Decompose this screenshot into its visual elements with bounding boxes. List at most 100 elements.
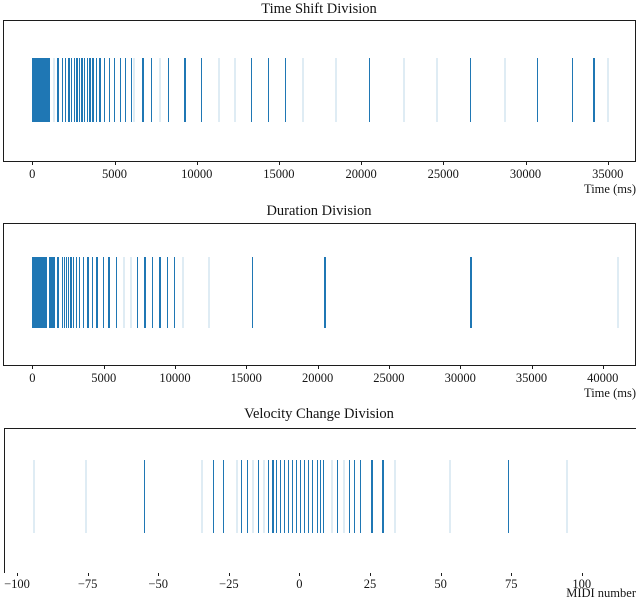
event-line bbox=[76, 58, 78, 122]
event-line bbox=[115, 257, 118, 328]
event-line bbox=[104, 58, 106, 122]
event-line bbox=[469, 58, 472, 122]
x-tick-label: −25 bbox=[219, 577, 239, 591]
event-line bbox=[369, 58, 371, 122]
event-line bbox=[360, 460, 362, 533]
event-line bbox=[65, 58, 67, 122]
x-tick-mark bbox=[440, 573, 442, 576]
x-tick-mark bbox=[103, 366, 105, 369]
event-line bbox=[78, 58, 80, 122]
event-line bbox=[89, 58, 91, 122]
event-line bbox=[114, 58, 116, 122]
event-line bbox=[287, 460, 290, 533]
event-line bbox=[142, 58, 144, 122]
x-tick-label: −50 bbox=[148, 577, 168, 591]
event-line bbox=[83, 58, 86, 122]
axis-spine-left bbox=[3, 223, 4, 366]
x-tick-label: 35000 bbox=[515, 371, 548, 385]
axis-spine-left bbox=[3, 20, 4, 162]
x-tick-mark bbox=[511, 573, 513, 576]
event-line bbox=[174, 257, 176, 328]
event-line bbox=[303, 460, 305, 533]
x-tick-mark bbox=[17, 573, 18, 576]
x-tick-label: 20000 bbox=[301, 371, 334, 385]
axis-spine-bottom bbox=[3, 365, 636, 366]
event-line bbox=[83, 257, 85, 328]
event-line bbox=[91, 257, 93, 328]
event-line bbox=[87, 257, 89, 328]
x-tick-label: 100 bbox=[572, 577, 592, 591]
axis-spine-right bbox=[635, 223, 636, 366]
event-lines-layer bbox=[4, 460, 636, 533]
event-line bbox=[167, 58, 169, 122]
x-tick-label: 0 bbox=[29, 371, 36, 385]
axis-spine-right bbox=[635, 20, 636, 162]
event-line bbox=[283, 460, 286, 533]
event-line bbox=[86, 58, 88, 122]
event-line bbox=[96, 257, 98, 328]
x-tick-label: −100 bbox=[4, 577, 30, 591]
event-band bbox=[57, 257, 60, 328]
x-tick-mark bbox=[32, 366, 34, 369]
event-line-faint bbox=[201, 460, 204, 533]
event-line-faint bbox=[235, 460, 238, 533]
axis-spine-top bbox=[4, 428, 636, 429]
x-tick-label: 75 bbox=[504, 577, 518, 591]
event-line bbox=[108, 58, 110, 122]
event-line bbox=[150, 58, 152, 122]
event-line-faint bbox=[234, 58, 237, 122]
x-tick-label: 40000 bbox=[587, 371, 619, 385]
event-line-faint bbox=[331, 460, 333, 533]
event-line bbox=[320, 460, 322, 533]
event-line bbox=[92, 58, 94, 122]
x-ticks-layer: 0 5000 10000 15000 20000 25000 30000 35000 40000 bbox=[3, 366, 636, 386]
event-line bbox=[382, 460, 384, 533]
event-line bbox=[317, 460, 319, 533]
event-line bbox=[571, 58, 573, 122]
x-axis-label: Time (ms) bbox=[584, 386, 636, 400]
event-line bbox=[70, 58, 72, 122]
event-line bbox=[299, 460, 301, 533]
x-tick-mark bbox=[602, 366, 604, 369]
event-line-faint bbox=[133, 58, 136, 122]
x-tick-label: 10000 bbox=[159, 371, 191, 385]
x-axis-label: MIDI number bbox=[566, 586, 636, 600]
event-line-faint bbox=[343, 460, 346, 533]
plot-title: Duration Division bbox=[266, 203, 372, 219]
event-line bbox=[324, 257, 326, 328]
x-tick-mark bbox=[299, 573, 301, 576]
axis-spine-left bbox=[4, 428, 5, 573]
event-line bbox=[311, 460, 313, 533]
event-line bbox=[68, 58, 70, 122]
x-tick-label: 35000 bbox=[592, 167, 624, 181]
event-line-faint bbox=[402, 58, 405, 122]
event-line-faint bbox=[159, 58, 162, 122]
plot-title: Velocity Change Division bbox=[244, 406, 394, 422]
x-tick-mark bbox=[158, 573, 160, 576]
event-line bbox=[593, 58, 595, 122]
event-line bbox=[144, 460, 146, 533]
event-line-faint bbox=[335, 58, 338, 122]
x-tick-label: 25 bbox=[363, 577, 377, 591]
x-tick-label: 0 bbox=[29, 167, 36, 181]
x-tick-mark bbox=[581, 573, 583, 576]
event-band bbox=[32, 58, 51, 122]
x-tick-mark bbox=[370, 573, 371, 576]
x-tick-mark bbox=[175, 366, 176, 369]
event-line bbox=[507, 460, 509, 533]
x-tick-mark bbox=[443, 162, 445, 165]
event-line bbox=[70, 257, 72, 328]
event-line bbox=[73, 58, 75, 122]
event-band bbox=[49, 257, 56, 328]
event-line-faint bbox=[217, 58, 220, 122]
x-tick-label: 30000 bbox=[444, 371, 476, 385]
event-band bbox=[32, 257, 47, 328]
event-line-faint bbox=[616, 257, 619, 328]
x-tick-label: 5000 bbox=[102, 167, 127, 181]
x-tick-label: −75 bbox=[77, 577, 98, 591]
event-line-faint bbox=[84, 460, 87, 533]
x-axis-label: Time (ms) bbox=[584, 182, 636, 196]
x-tick-label: 20000 bbox=[345, 167, 377, 181]
event-line bbox=[119, 58, 121, 122]
